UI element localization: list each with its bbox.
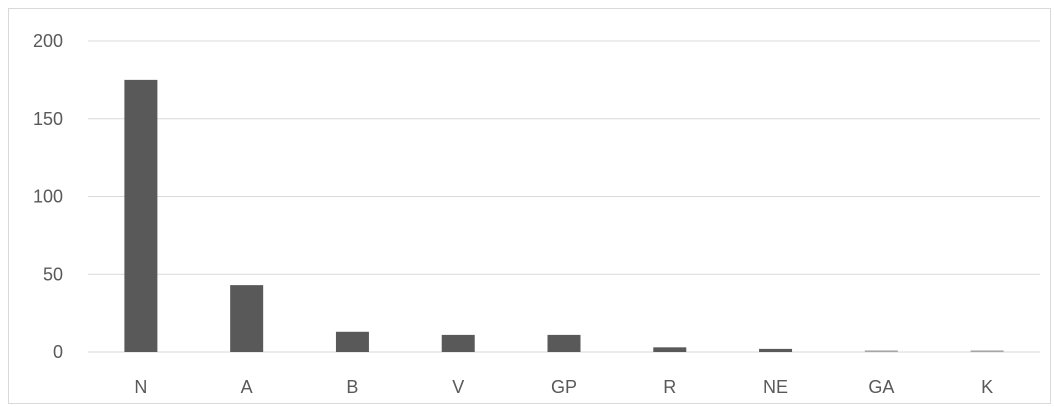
y-tick-label: 50 [43, 264, 63, 284]
x-tick-label: V [452, 377, 464, 397]
y-tick-label: 0 [53, 342, 63, 362]
bar-a [230, 285, 264, 352]
bar-ga [864, 350, 898, 352]
x-tick-label: K [981, 377, 993, 397]
bar-n [124, 79, 158, 352]
bar-ne [759, 348, 793, 352]
x-tick-label: R [663, 377, 676, 397]
chart-area [8, 8, 1051, 404]
bar-v [441, 334, 475, 352]
bars [124, 79, 1004, 352]
x-tick-label: NE [763, 377, 788, 397]
bar-r [653, 347, 687, 352]
x-tick-label: B [346, 377, 358, 397]
y-tick-label: 200 [33, 31, 63, 51]
bar-k [970, 350, 1004, 352]
bar-gp [547, 334, 581, 352]
x-tick-label: A [241, 377, 253, 397]
x-axis-ticks: N A B V GP R NE GA K [134, 377, 993, 397]
y-tick-label: 150 [33, 109, 63, 129]
x-tick-label: GP [551, 377, 577, 397]
bar-b [335, 331, 369, 352]
y-tick-label: 100 [33, 187, 63, 207]
x-tick-label: GA [868, 377, 894, 397]
y-axis-ticks: 0 50 100 150 200 [33, 31, 63, 362]
x-tick-label: N [134, 377, 147, 397]
